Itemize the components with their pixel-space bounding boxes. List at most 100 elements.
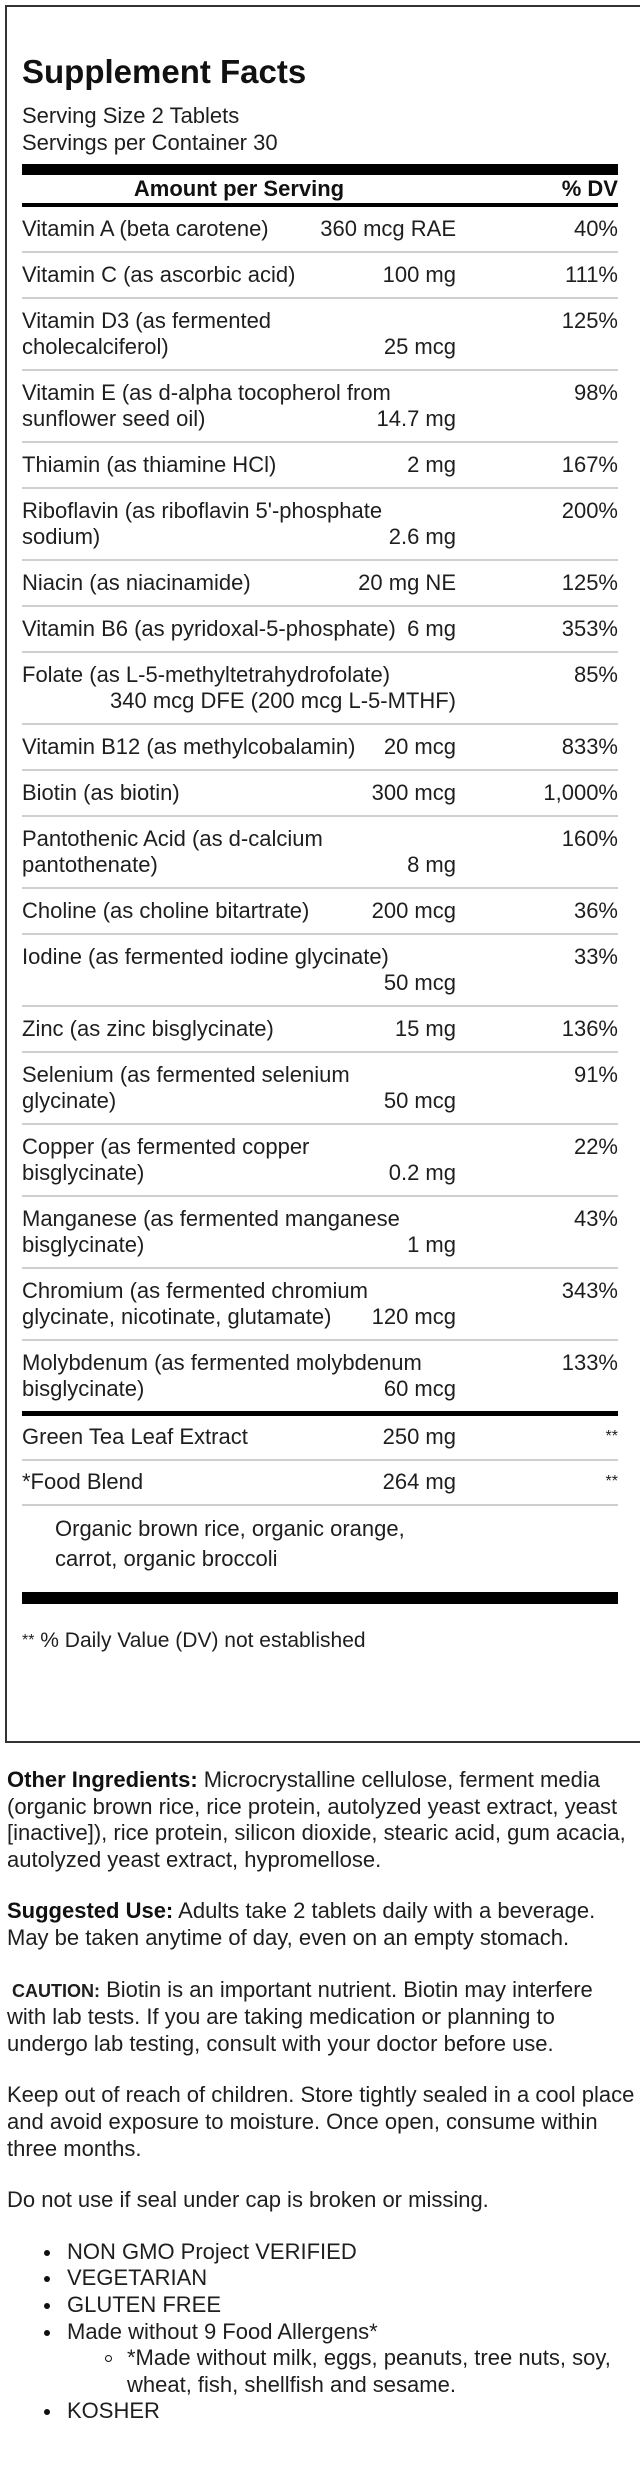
nutrient-amount: 15 mg: [394, 1016, 456, 1041]
nutrient-cell: Manganese (as fermented manganese bisgly…: [22, 1206, 456, 1258]
nutrient-dv: 98%: [573, 380, 618, 405]
nutrient-amount: 6 mg: [407, 616, 456, 641]
nutrient-row: Vitamin C (as ascorbic acid) 100 mg 111%: [22, 253, 618, 299]
nutrient-name: Vitamin B6 (as pyridoxal-5-phosphate): [22, 616, 396, 641]
badge-list: NON GMO Project VERIFIED VEGETARIAN GLUT…: [7, 2239, 635, 2425]
other-ingredient-list: Green Tea Leaf Extract 250 mg ** *Food Blen…: [22, 1416, 618, 1506]
nutrient-cell: Copper (as fermented copper bisglycinate…: [22, 1134, 456, 1186]
nutrient-name: Iodine (as fermented iodine glycinate): [22, 944, 389, 969]
nutrient-amount: 50 mcg: [383, 1088, 456, 1113]
panel-title: Supplement Facts: [22, 53, 307, 90]
nutrient-dv: 111%: [564, 262, 618, 287]
ingredient-amount: 250 mg: [382, 1424, 456, 1449]
nutrient-row: Molybdenum (as fermented molybdenum bisg…: [22, 1341, 618, 1411]
nutrient-name: Niacin (as niacinamide): [22, 570, 251, 595]
nutrient-dv: 43%: [573, 1206, 618, 1231]
divider-medium: [22, 203, 618, 207]
nutrient-dv: 40%: [573, 216, 618, 241]
nutrient-row: Niacin (as niacinamide) 20 mg NE 125%: [22, 561, 618, 607]
nutrient-cell: Vitamin E (as d-alpha tocopherol from su…: [22, 380, 456, 432]
badge-text: GLUTEN FREE: [67, 2291, 222, 2317]
nutrient-amount: 0.2 mg: [388, 1160, 456, 1185]
seal-note: Do not use if seal under cap is broken o…: [7, 2187, 489, 2213]
nutrient-name: Folate (as L-5-methyltetrahydrofolate): [22, 662, 391, 687]
nutrient-amount: 25 mcg: [383, 334, 456, 359]
divider-section: [22, 1411, 618, 1416]
nutrient-list: Vitamin A (beta carotene) 360 mcg RAE 40% V…: [22, 207, 618, 1411]
nutrient-name: Biotin (as biotin): [22, 780, 180, 805]
other-ingredients-text: Microcrystalline cellulose, ferment medi…: [7, 1767, 626, 1872]
suggested-use-text: Adults take 2 tablets daily with a bever…: [7, 1898, 596, 1950]
nutrient-row: Vitamin A (beta carotene) 360 mcg RAE 40%: [22, 207, 618, 253]
nutrient-cell: Vitamin B12 (as methylcobalamin) 20 mcg: [22, 734, 456, 760]
badge-item: GLUTEN FREE: [7, 2292, 635, 2319]
nutrient-cell: Folate (as L-5-methyltetrahydrofolate) 34…: [22, 662, 456, 714]
badge-text: VEGETARIAN: [67, 2265, 208, 2291]
ingredient-cell: *Food Blend 264 mg: [22, 1469, 456, 1495]
nutrient-dv: 133%: [561, 1350, 618, 1375]
nutrient-cell: Thiamin (as thiamine HCl) 2 mg: [22, 452, 456, 478]
nutrient-cell: Niacin (as niacinamide) 20 mg NE: [22, 570, 456, 596]
nutrient-amount: 360 mcg RAE: [320, 216, 456, 241]
nutrient-amount: 50 mcg: [383, 970, 456, 995]
nutrient-cell: Choline (as choline bitartrate) 200 mcg: [22, 898, 456, 924]
nutrient-name: Selenium (as fermented selenium glycinat…: [22, 1062, 350, 1113]
servings-per-container: Servings per Container 30: [22, 130, 278, 155]
caution-text: Biotin is an important nutrient. Biotin …: [7, 1976, 593, 2056]
nutrient-row: Thiamin (as thiamine HCl) 2 mg 167%: [22, 443, 618, 489]
food-blend-detail: Organic brown rice, organic orange, carr…: [22, 1506, 618, 1592]
nutrient-name: Copper (as fermented copper bisglycinate…: [22, 1134, 310, 1185]
nutrient-row: Vitamin D3 (as fermented cholecalciferol…: [22, 299, 618, 371]
nutrient-name: Riboflavin (as riboflavin 5'-phosphate s…: [22, 498, 383, 549]
nutrient-row: Riboflavin (as riboflavin 5'-phosphate s…: [22, 489, 618, 561]
header-dv: % DV: [561, 176, 618, 201]
nutrient-name: Choline (as choline bitartrate): [22, 898, 310, 923]
nutrient-row: Zinc (as zinc bisglycinate) 15 mg 136%: [22, 1007, 618, 1053]
nutrient-row: Vitamin E (as d-alpha tocopherol from su…: [22, 371, 618, 443]
ingredient-dv: **: [605, 1473, 618, 1490]
nutrient-name: Vitamin A (beta carotene): [22, 216, 269, 241]
nutrient-cell: Pantothenic Acid (as d-calcium pantothen…: [22, 826, 456, 878]
other-ingredients: Other Ingredients: Microcrystalline cell…: [7, 1767, 635, 1873]
footnote: ** % Daily Value (DV) not established: [22, 1628, 618, 1654]
nutrient-cell: Chromium (as fermented chromium glycinat…: [22, 1278, 456, 1330]
nutrient-dv: 36%: [573, 898, 618, 923]
bullet-icon: [44, 2302, 50, 2309]
nutrient-dv: 125%: [561, 570, 618, 595]
nutrient-amount: 20 mg NE: [358, 570, 456, 595]
supplement-facts-panel: Supplement Facts Serving Size 2 Tablets …: [5, 5, 640, 1743]
other-ingredients-label: Other Ingredients:: [7, 1767, 198, 1792]
nutrient-dv: 160%: [561, 826, 618, 851]
nutrient-amount: 2.6 mg: [388, 524, 456, 549]
nutrient-name: Vitamin D3 (as fermented cholecalciferol…: [22, 308, 272, 359]
nutrient-name: Vitamin E (as d-alpha tocopherol from su…: [22, 380, 391, 431]
nutrient-dv: 167%: [561, 452, 618, 477]
badge-item: Made without 9 Food Allergens* *Made wit…: [7, 2319, 635, 2399]
ingredient-amount: 264 mg: [382, 1469, 456, 1494]
nutrient-row: Folate (as L-5-methyltetrahydrofolate) 34…: [22, 653, 618, 725]
badge-item: NON GMO Project VERIFIED: [7, 2239, 635, 2266]
blend-line: carrot, organic broccoli: [55, 1546, 278, 1571]
badge-item: KOSHER: [7, 2398, 635, 2425]
ingredient-cell: Green Tea Leaf Extract 250 mg: [22, 1424, 456, 1450]
caution: CAUTION: Biotin is an important nutrient…: [7, 1977, 635, 2058]
nutrient-cell: Biotin (as biotin) 300 mcg: [22, 780, 456, 806]
nutrient-dv: 833%: [561, 734, 618, 759]
nutrient-name: Zinc (as zinc bisglycinate): [22, 1016, 274, 1041]
nutrient-amount: 60 mcg: [383, 1376, 456, 1401]
nutrient-dv: 125%: [561, 308, 618, 333]
badge-text: NON GMO Project VERIFIED: [67, 2238, 357, 2264]
nutrient-row: Vitamin B6 (as pyridoxal-5-phosphate) 6 m…: [22, 607, 618, 653]
bullet-icon: [44, 2276, 50, 2283]
nutrient-dv: 343%: [561, 1278, 618, 1303]
nutrient-name: Chromium (as fermented chromium glycinat…: [22, 1278, 368, 1329]
nutrient-dv: 200%: [561, 498, 618, 523]
badge-item: VEGETARIAN: [7, 2265, 635, 2292]
ingredient-name: Green Tea Leaf Extract: [22, 1424, 248, 1449]
ingredient-dv: **: [605, 1428, 618, 1445]
nutrient-row: Manganese (as fermented manganese bisgly…: [22, 1197, 618, 1269]
nutrient-cell: Vitamin B6 (as pyridoxal-5-phosphate) 6 m…: [22, 616, 456, 642]
table-header: Amount per Serving % DV: [22, 175, 618, 203]
nutrient-amount: 300 mcg: [371, 780, 456, 805]
nutrient-cell: Zinc (as zinc bisglycinate) 15 mg: [22, 1016, 456, 1042]
